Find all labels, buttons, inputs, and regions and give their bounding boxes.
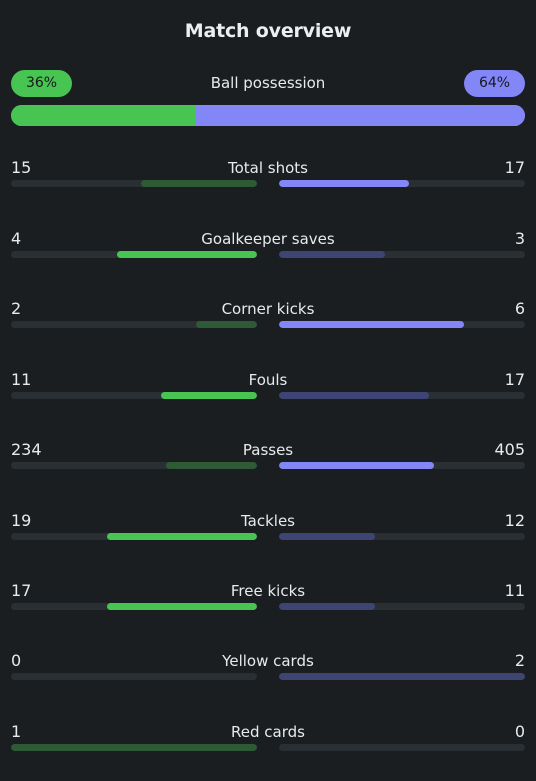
home-stat-fill [11, 744, 257, 751]
home-stat-value: 15 [11, 158, 32, 177]
home-stat-fill [106, 533, 257, 540]
home-stat-track [11, 673, 257, 680]
stat-label: Total shots [228, 159, 308, 177]
home-stat-track [11, 251, 257, 258]
away-stat-value: 3 [514, 229, 525, 248]
away-stat-fill [279, 321, 464, 328]
away-stat-fill [279, 603, 375, 610]
home-stat-value: 11 [11, 370, 32, 389]
stat-label: Red cards [231, 723, 305, 741]
away-stat-track [279, 321, 525, 328]
home-possession-fill [11, 105, 197, 126]
home-stat-fill [165, 462, 257, 469]
away-stat-fill [279, 533, 375, 540]
away-stat-track [279, 744, 525, 751]
away-stat-track [279, 533, 525, 540]
home-stat-fill [141, 180, 257, 187]
stat-label: Free kicks [230, 582, 306, 600]
home-stat-track [11, 603, 257, 610]
away-stat-value: 17 [504, 158, 525, 177]
away-possession-fill [196, 105, 525, 126]
possession-header: 36% Ball possession 64% [11, 70, 525, 97]
stat-row: 19 Tackles 12 [11, 511, 525, 551]
away-stat-fill [279, 251, 385, 258]
stat-row: 15 Total shots 17 [11, 158, 525, 198]
home-stat-fill [195, 321, 257, 328]
away-stat-track [279, 603, 525, 610]
possession-label: Ball possession [210, 74, 326, 92]
stat-row: 0 Yellow cards 2 [11, 651, 525, 691]
away-stat-track [279, 251, 525, 258]
away-stat-value: 6 [514, 299, 525, 318]
away-stat-fill [279, 180, 410, 187]
away-stat-fill [279, 673, 525, 680]
stat-row: 1 Red cards 0 [11, 722, 525, 762]
stat-row: 4 Goalkeeper saves 3 [11, 229, 525, 269]
possession-bar [11, 105, 525, 126]
away-stat-track [279, 392, 525, 399]
stat-row: 11 Fouls 17 [11, 370, 525, 410]
home-stat-track [11, 392, 257, 399]
away-stat-value: 11 [504, 581, 525, 600]
stat-label: Tackles [240, 512, 296, 530]
home-stat-value: 234 [11, 440, 42, 459]
stat-label: Goalkeeper saves [201, 230, 335, 248]
home-possession-badge: 36% [11, 70, 72, 97]
away-stat-fill [279, 462, 434, 469]
away-stat-track [279, 180, 525, 187]
stat-label: Yellow cards [222, 652, 314, 670]
home-stat-fill [161, 392, 257, 399]
stat-row: 17 Free kicks 11 [11, 581, 525, 621]
home-stat-fill [116, 251, 257, 258]
home-stat-value: 0 [11, 651, 22, 670]
away-stat-value: 0 [514, 722, 525, 741]
home-stat-track [11, 744, 257, 751]
home-stat-track [11, 180, 257, 187]
home-stat-fill [106, 603, 257, 610]
stat-label: Corner kicks [221, 300, 315, 318]
away-stat-value: 12 [504, 511, 525, 530]
stat-row: 234 Passes 405 [11, 440, 525, 480]
home-stat-value: 19 [11, 511, 32, 530]
home-stat-value: 2 [11, 299, 22, 318]
away-possession-badge: 64% [464, 70, 525, 97]
home-stat-track [11, 462, 257, 469]
stat-row: 2 Corner kicks 6 [11, 299, 525, 339]
away-stat-value: 2 [514, 651, 525, 670]
stat-label: Fouls [248, 371, 288, 389]
away-stat-value: 405 [494, 440, 525, 459]
away-stat-track [279, 462, 525, 469]
away-stat-fill [279, 392, 430, 399]
stat-label: Passes [242, 441, 294, 459]
home-stat-value: 1 [11, 722, 22, 741]
home-stat-track [11, 533, 257, 540]
home-stat-track [11, 321, 257, 328]
away-stat-track [279, 673, 525, 680]
away-stat-value: 17 [504, 370, 525, 389]
page-title: Match overview [184, 20, 352, 42]
home-stat-value: 4 [11, 229, 22, 248]
home-stat-value: 17 [11, 581, 32, 600]
